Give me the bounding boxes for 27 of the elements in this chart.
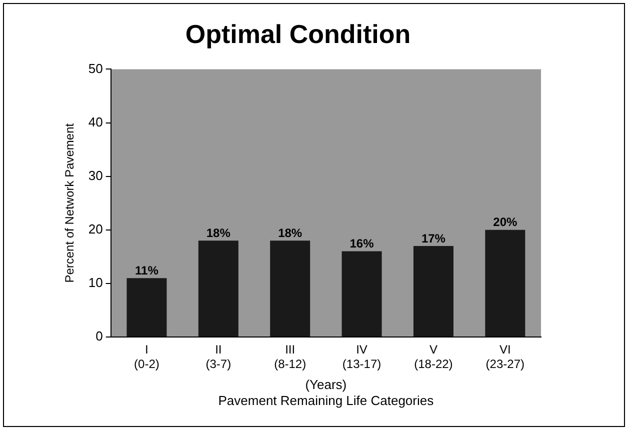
bar (126, 278, 167, 336)
data-label: 11% (135, 263, 159, 278)
y-tick-label: 30 (88, 168, 103, 183)
bar (485, 230, 526, 336)
bar (198, 240, 238, 336)
x-axis-title: (Years) Pavement Remaining Life Categories (218, 377, 434, 408)
x-tick-label: II (3-7) (206, 342, 232, 371)
x-tick-label: III (8-12) (274, 342, 306, 371)
x-tick-label: V (18-22) (414, 342, 453, 371)
bar (270, 240, 310, 336)
bar (342, 251, 382, 336)
bar (413, 246, 454, 336)
data-label: 18% (278, 226, 302, 240)
y-tick-label: 50 (88, 60, 103, 76)
data-label: 16% (350, 236, 374, 251)
y-tick-label: 20 (88, 221, 103, 236)
data-label: 17% (421, 231, 446, 246)
y-tick-label: 0 (96, 328, 103, 344)
y-axis-title: Percent of Network Pavement (62, 122, 77, 283)
chart-title: Optimal Condition (185, 18, 411, 49)
data-label: 20% (493, 215, 518, 230)
x-tick-label: I (0-2) (134, 342, 160, 371)
data-label: 18% (206, 226, 231, 240)
y-tick-label: 40 (88, 114, 103, 130)
x-tick-label: VI (23-27) (486, 342, 524, 371)
x-tick-label: IV (13-17) (342, 342, 382, 371)
y-tick-label: 10 (88, 275, 103, 290)
